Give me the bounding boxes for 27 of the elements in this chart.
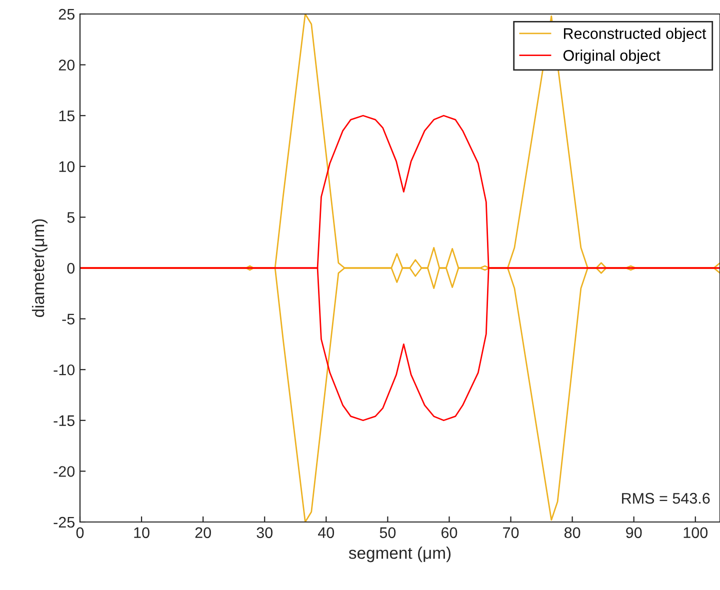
x-tick-label: 90 [626, 527, 642, 538]
y-axis-title: diameter(μm) [32, 219, 48, 318]
x-tick-label: 100 [684, 527, 708, 538]
x-tick-label: 60 [442, 527, 458, 538]
y-tick-label: -10 [54, 364, 75, 376]
x-tick-label: 0 [76, 527, 84, 538]
y-tick-label: -25 [54, 516, 74, 528]
y-tick-label: -20 [54, 466, 75, 477]
x-axis-title: segment (μm) [348, 546, 451, 562]
legend-label: Original object [563, 50, 660, 64]
x-tick-label: 50 [380, 527, 396, 538]
y-tick-label: 15 [59, 110, 74, 122]
annotation: RMS = 543.6 [622, 492, 710, 504]
x-tick-label: 70 [503, 527, 519, 538]
x-tick-label: 10 [134, 527, 150, 538]
y-tick-label: -5 [62, 314, 74, 324]
y-tick-label: 5 [67, 212, 74, 223]
x-tick-label: 30 [256, 527, 273, 538]
y-tick-label: 25 [58, 8, 74, 20]
y-tick-label: -15 [54, 415, 74, 426]
y-tick-label: 10 [59, 161, 75, 172]
x-tick-label: 80 [564, 527, 580, 538]
y-tick-label: 0 [67, 262, 75, 274]
y-tick-label: 20 [58, 60, 75, 70]
x-tick-label: 20 [195, 527, 211, 538]
x-tick-label: 40 [318, 527, 334, 538]
legend-label: Reconstructed object [564, 28, 706, 42]
